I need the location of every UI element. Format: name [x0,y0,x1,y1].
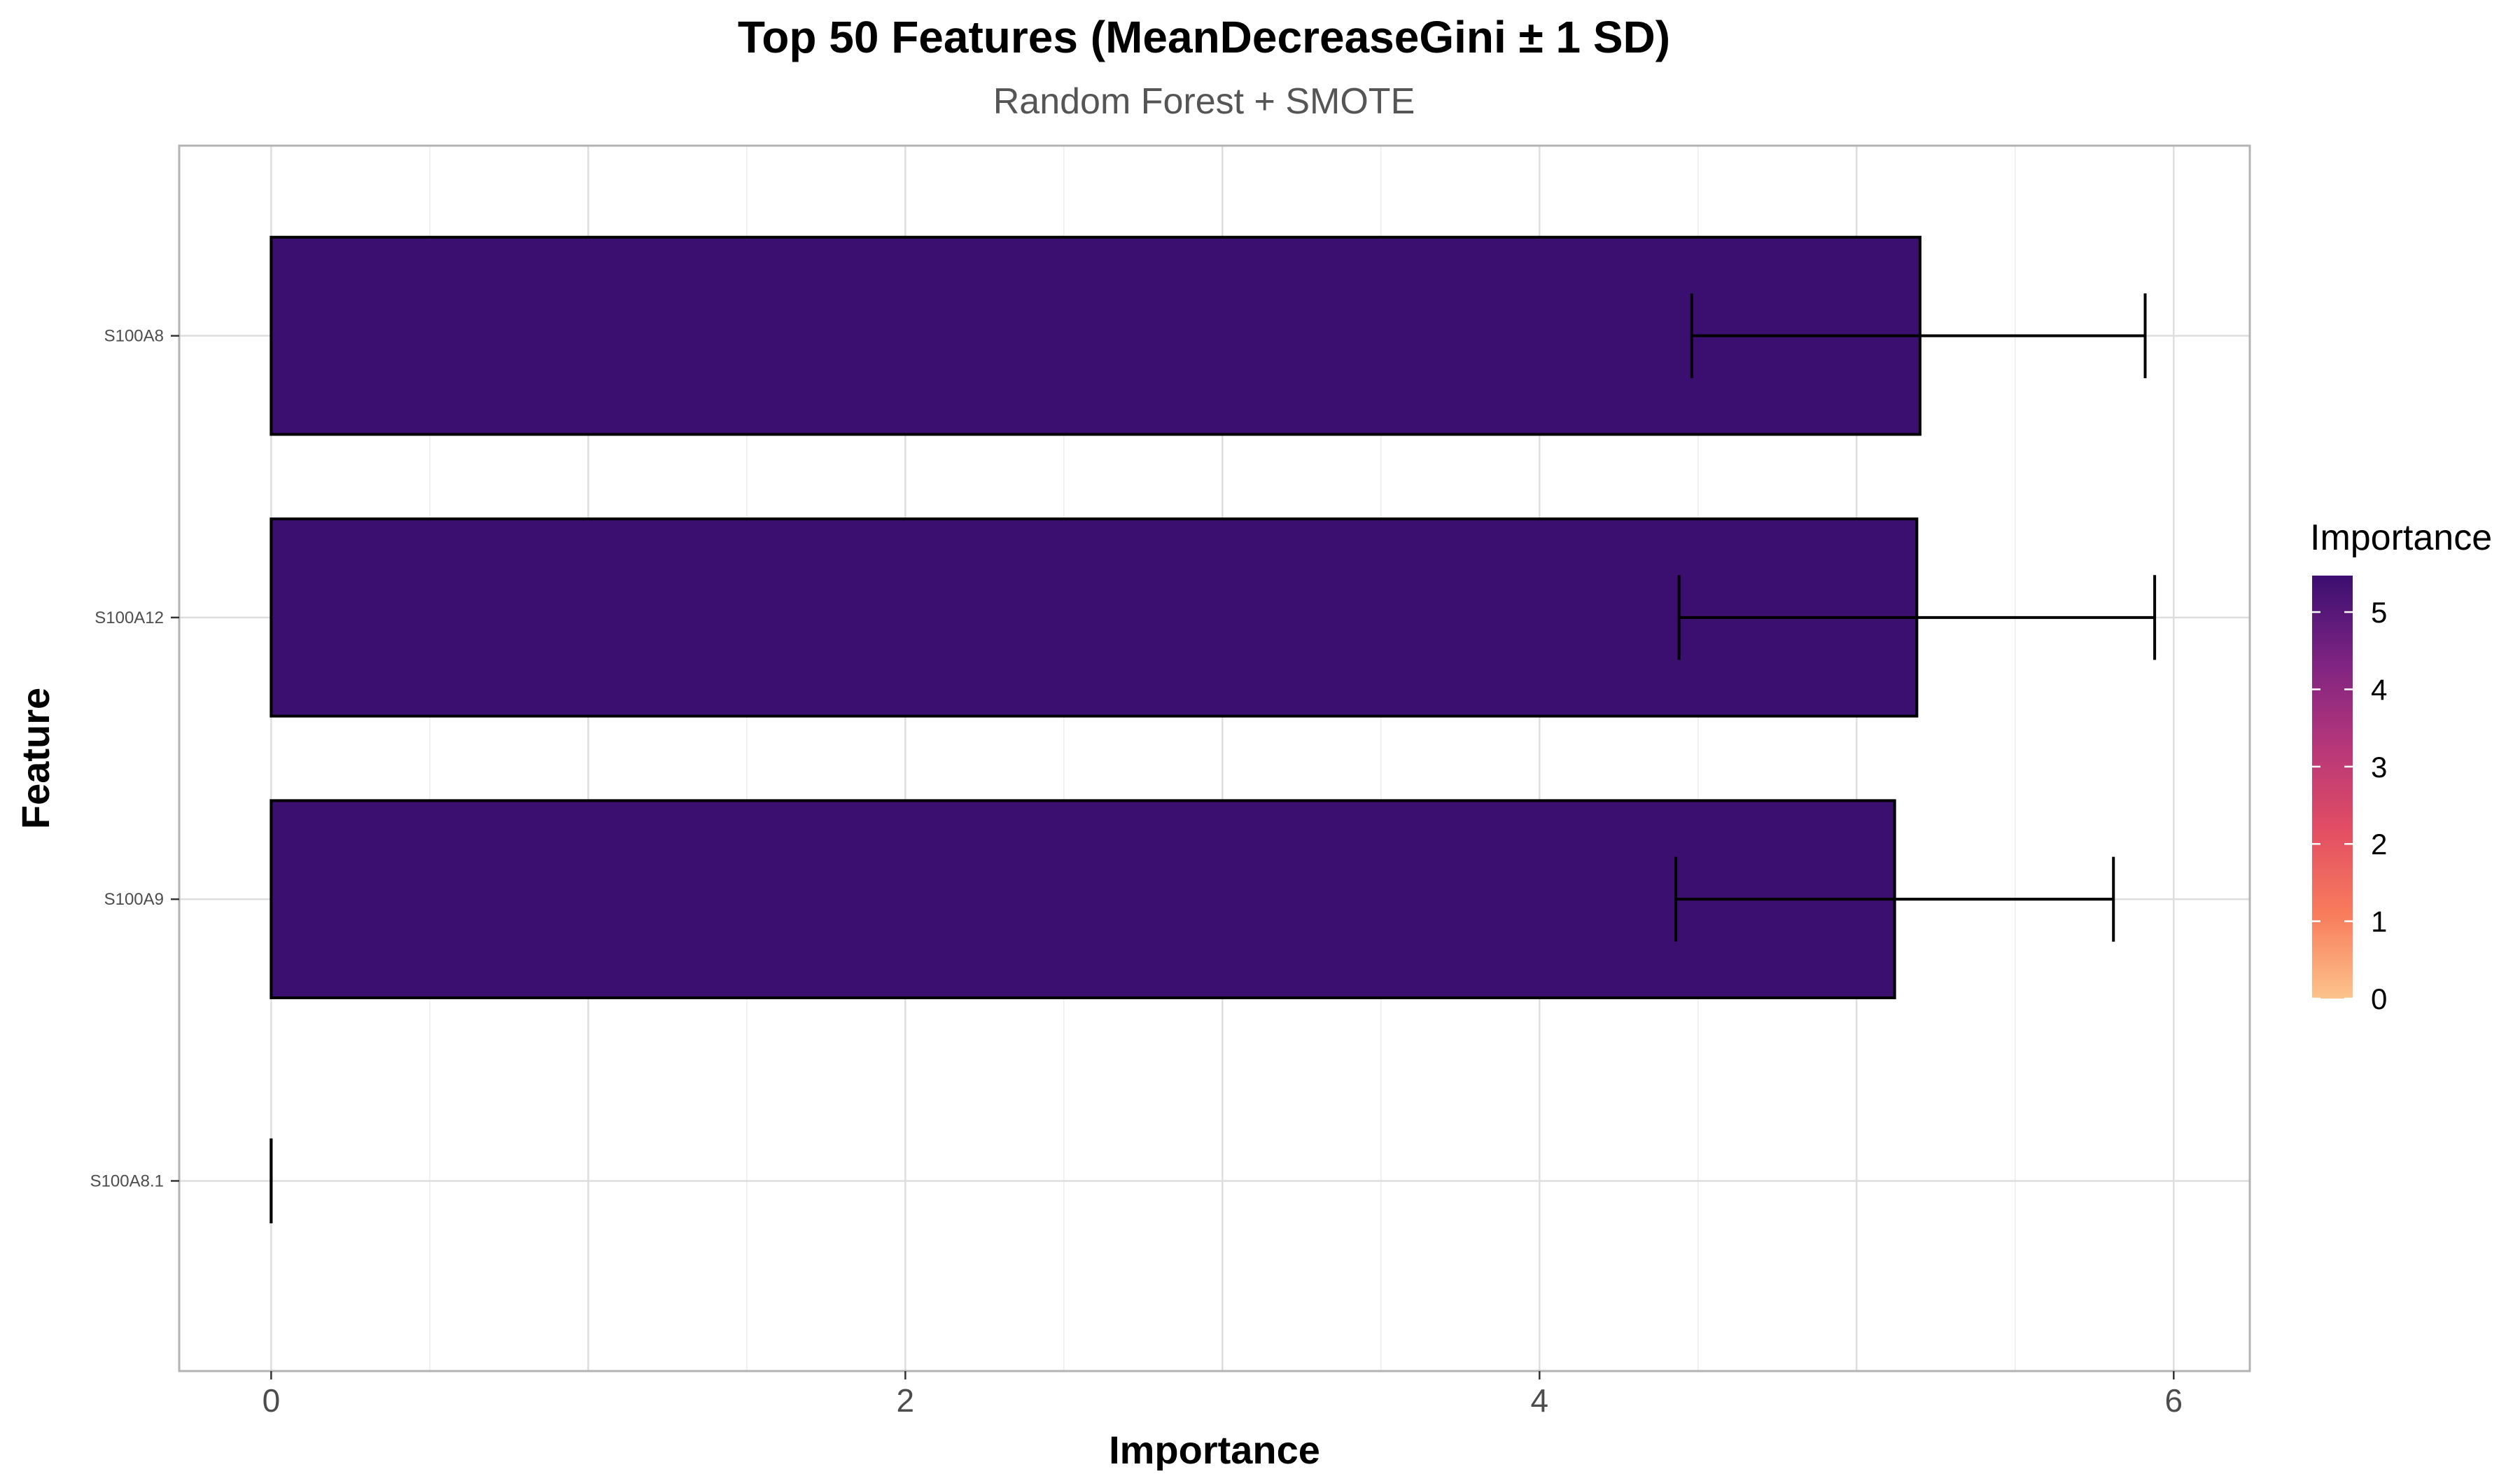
bar-s100a9 [270,799,1896,999]
color-legend: Importance 0 1 2 3 4 5 [2310,517,2492,1015]
x-tick-label: 0 [262,1382,281,1419]
legend-tick-label: 3 [2371,751,2387,784]
legend-tick-label: 2 [2371,828,2387,861]
legend-ticks: 0 1 2 3 4 5 [2312,596,2387,1015]
x-axis-title: Importance [1109,1428,1320,1470]
y-tick-label: S100A8.1 [90,1171,164,1190]
bars-group [270,235,1921,999]
x-tick-label: 6 [2164,1382,2183,1419]
bar-s100a12 [270,517,1919,718]
plot-panel-border [178,144,2251,1372]
x-tick-label: 2 [897,1382,915,1419]
y-tick-label: S100A9 [104,890,164,909]
legend-tick-label: 4 [2371,673,2387,706]
y-axis-ticks: S100A8 S100A12 S100A9 S100A8.1 [90,327,179,1190]
legend-color-bar [2312,576,2353,999]
x-axis-ticks: 0 2 4 6 [262,1371,2183,1419]
legend-tick-label: 1 [2371,905,2387,938]
chart-subtitle: Random Forest + SMOTE [993,81,1415,122]
x-tick-label: 4 [1531,1382,1549,1419]
error-bars-group [270,293,2157,1223]
y-tick-label: S100A12 [94,609,164,627]
bar-s100a8 [270,235,1921,436]
legend-tick-label: 0 [2371,982,2387,1015]
legend-title: Importance [2310,517,2492,558]
error-bar-s100a9 [1674,856,2115,942]
chart-title: Top 50 Features (MeanDecreaseGini ± 1 SD… [738,12,1670,62]
error-bar-s100a8 [1690,293,2147,379]
error-bar-s100a12 [1677,575,2157,660]
legend-tick-label: 5 [2371,596,2387,629]
y-axis-title: Feature [13,688,57,829]
y-tick-label: S100A8 [104,327,164,346]
